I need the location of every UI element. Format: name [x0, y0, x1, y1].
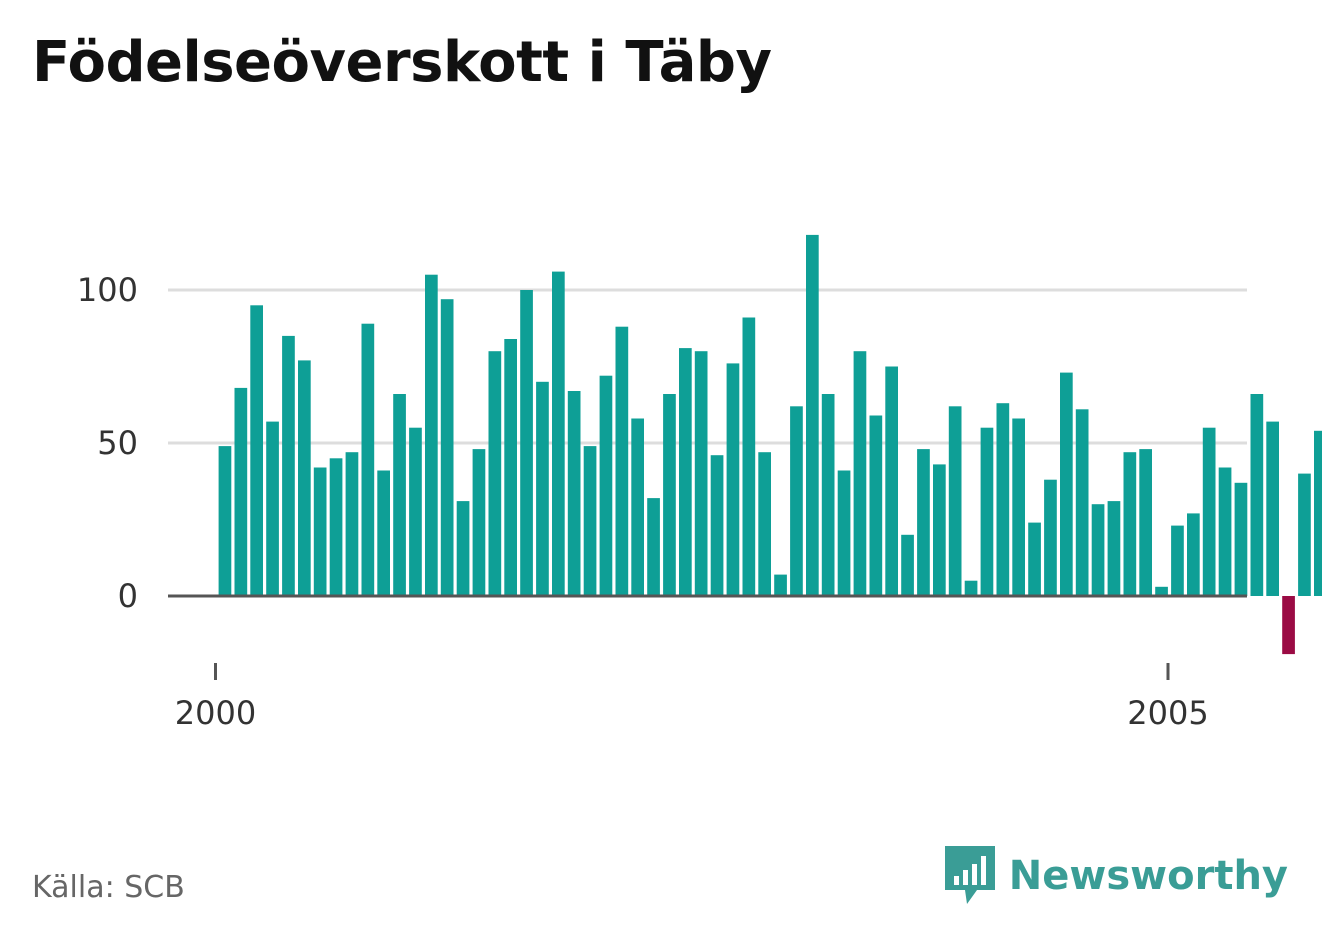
bar	[472, 449, 486, 596]
bar	[425, 274, 438, 596]
bar	[710, 455, 724, 596]
bar	[1234, 482, 1248, 596]
axes: 050100200020052010201520202025	[77, 271, 1247, 732]
bar	[1250, 394, 1264, 596]
bar	[234, 387, 248, 596]
bar	[647, 498, 660, 596]
bar	[869, 415, 883, 596]
x-tick-label: 2000	[175, 694, 256, 732]
brand-name: Newsworthy	[1008, 853, 1288, 899]
bar	[536, 381, 549, 596]
bar	[504, 339, 517, 596]
bar	[599, 375, 613, 596]
bar	[1060, 372, 1073, 596]
bar	[1202, 427, 1216, 596]
bar	[250, 305, 263, 596]
bar	[282, 335, 295, 596]
bar	[853, 351, 867, 596]
bar	[313, 467, 327, 596]
x-tick-label: 2005	[1127, 694, 1208, 732]
chart-title: Födelseöverskott i Täby	[32, 30, 772, 95]
bars	[218, 234, 1322, 655]
bar	[488, 351, 502, 596]
bar	[901, 534, 914, 596]
bar	[1298, 473, 1311, 596]
y-tick-label: 50	[97, 424, 138, 462]
bar	[298, 360, 311, 596]
bar	[440, 299, 454, 596]
brand-logo[interactable]: Newsworthy	[944, 846, 1288, 906]
bar	[409, 427, 422, 596]
bar	[996, 403, 1010, 596]
bar	[837, 470, 851, 596]
bar	[329, 458, 343, 596]
bar	[679, 348, 692, 596]
bar	[1171, 525, 1184, 596]
bar	[1091, 504, 1105, 596]
bar	[552, 271, 565, 596]
bar	[631, 418, 644, 596]
bar	[790, 406, 803, 596]
bar	[1075, 409, 1089, 596]
y-tick-label: 0	[118, 577, 138, 615]
bar	[1139, 449, 1152, 596]
bar	[774, 574, 787, 596]
bar	[1282, 596, 1295, 655]
bar	[377, 470, 390, 596]
bar	[393, 394, 406, 596]
bar	[1028, 522, 1041, 596]
bar	[583, 446, 597, 596]
bar	[980, 427, 994, 596]
bar	[821, 394, 835, 596]
bar	[885, 366, 898, 596]
bar	[742, 317, 756, 596]
source-label: Källa: SCB	[32, 870, 185, 905]
bar	[726, 363, 740, 596]
bar	[1314, 430, 1322, 596]
newsworthy-bar-chart-icon	[944, 846, 995, 904]
bar	[758, 452, 771, 596]
bar	[218, 446, 232, 596]
bar	[1107, 501, 1121, 596]
bar	[694, 351, 708, 596]
bar	[663, 394, 676, 596]
bar	[1218, 467, 1232, 596]
bar	[1155, 586, 1168, 596]
bar	[1187, 513, 1200, 596]
bar	[361, 323, 375, 596]
bar	[1044, 479, 1057, 596]
bar	[266, 421, 279, 596]
bar	[917, 449, 930, 596]
bar	[615, 326, 629, 596]
bar	[806, 234, 819, 596]
bar	[520, 290, 533, 596]
bar	[567, 391, 581, 596]
y-tick-label: 100	[77, 271, 138, 309]
bar	[1266, 421, 1279, 596]
bar	[345, 452, 359, 596]
bar	[964, 580, 978, 596]
bar	[1012, 418, 1025, 596]
bar	[1123, 452, 1137, 596]
bar	[933, 464, 946, 596]
bar	[456, 501, 470, 596]
bar	[948, 406, 962, 596]
